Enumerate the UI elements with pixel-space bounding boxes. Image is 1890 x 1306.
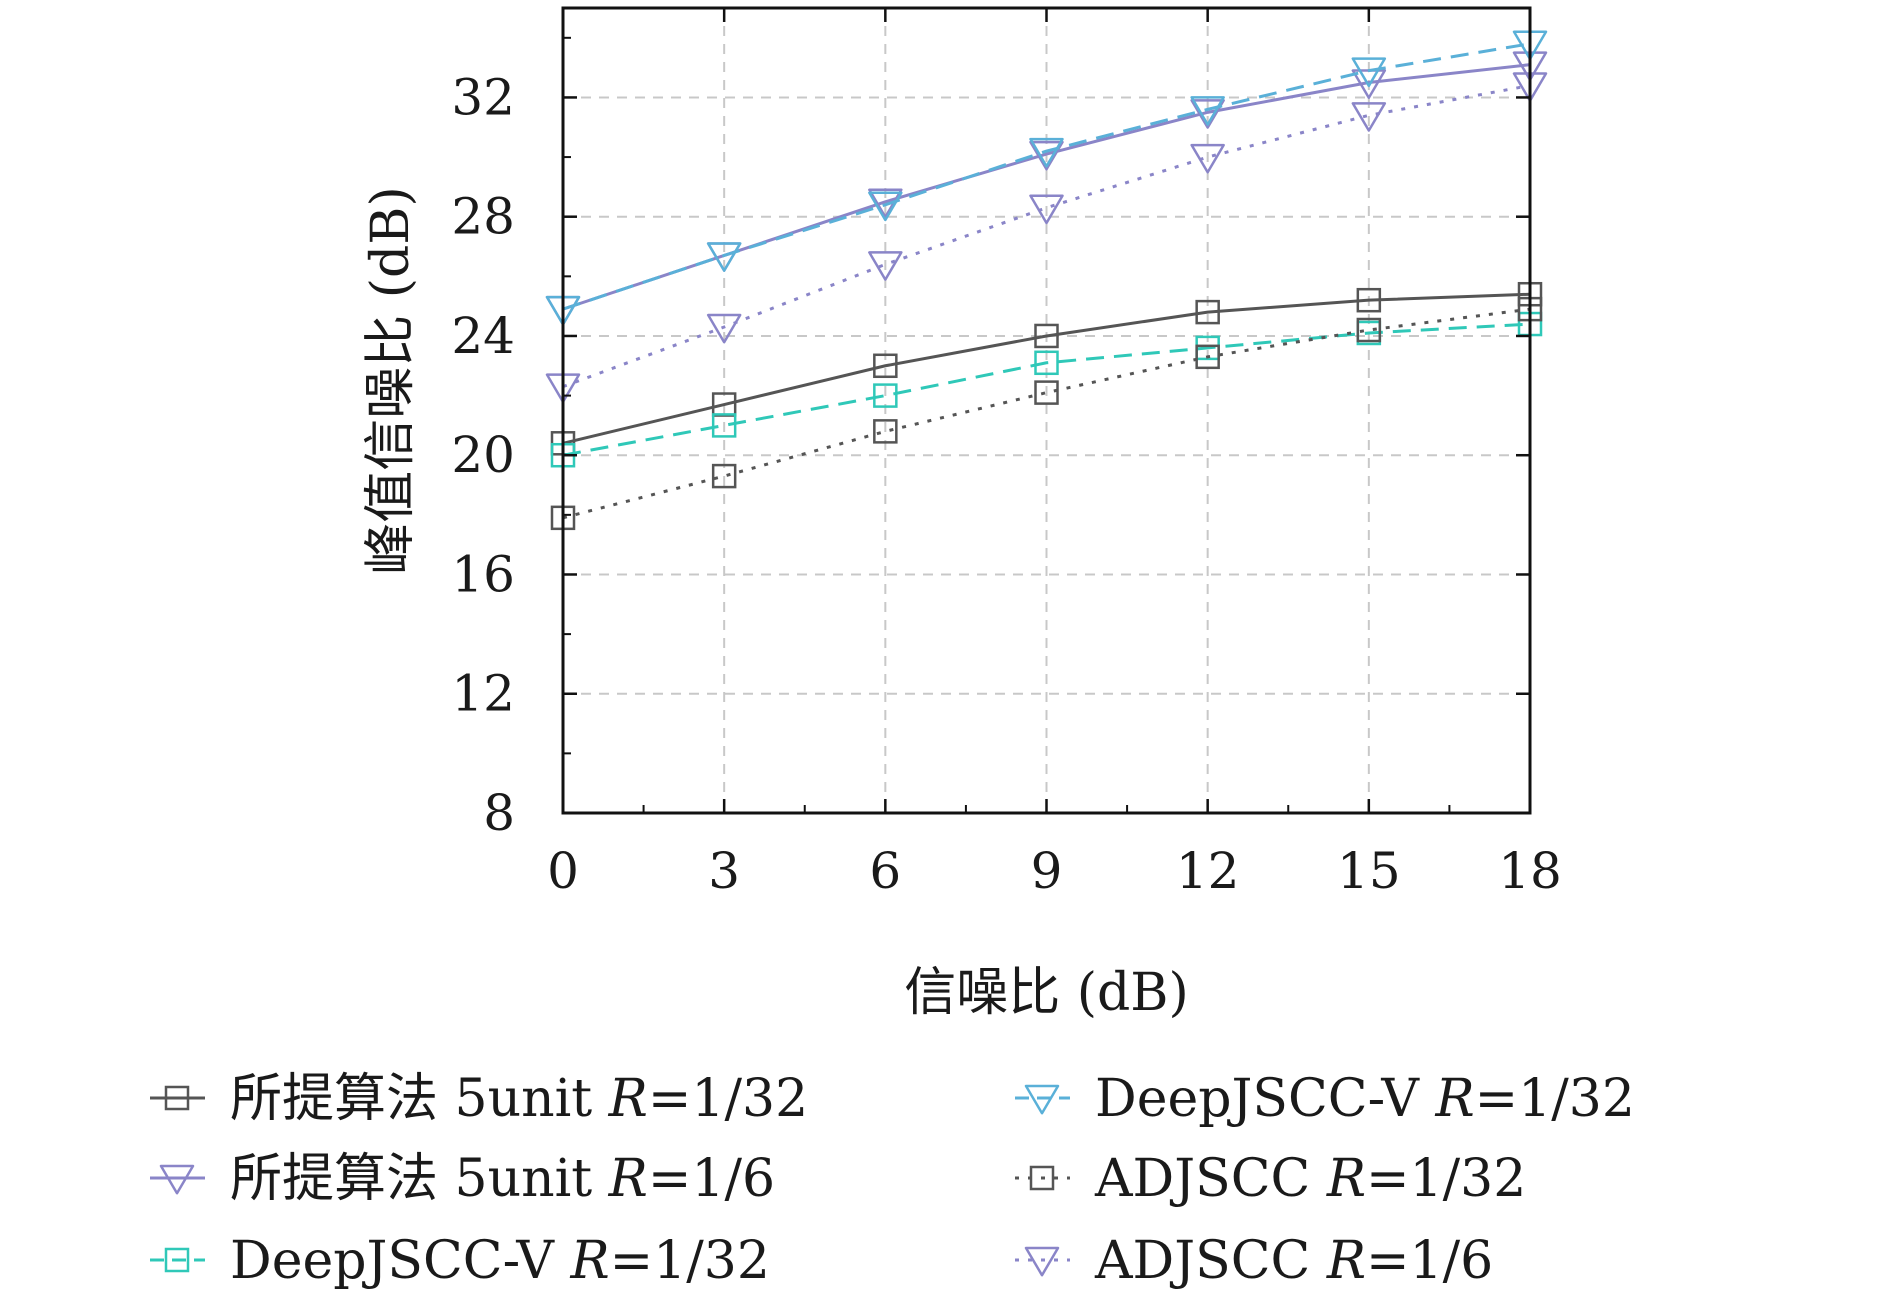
data-point xyxy=(1190,96,1225,126)
data-point xyxy=(1195,299,1220,325)
legend-label: ADJSCC R=1/32 xyxy=(1094,1149,1526,1209)
legend-label-prefix: 所提算法 5unit xyxy=(230,1149,609,1209)
data-point xyxy=(1351,102,1387,132)
series-line xyxy=(562,292,1531,445)
legend-swatch-marker xyxy=(164,1247,190,1273)
legend-label-r: R xyxy=(1326,1149,1366,1209)
legend-label: DeepJSCC-V R=1/32 xyxy=(1095,1069,1635,1129)
data-point xyxy=(1356,317,1382,343)
x-tick-label: 18 xyxy=(1498,842,1562,900)
legend-label: DeepJSCC-V R=1/32 xyxy=(230,1231,770,1291)
data-point xyxy=(706,242,742,272)
data-point xyxy=(1190,99,1225,129)
x-tick-label: 6 xyxy=(869,842,901,900)
x-tick-label: 9 xyxy=(1031,842,1063,900)
data-point xyxy=(1034,350,1059,376)
legend-label-prefix: DeepJSCC-V xyxy=(230,1231,570,1291)
legend-label-prefix: ADJSCC xyxy=(1094,1231,1327,1291)
y-tick-label: 28 xyxy=(451,188,515,246)
data-point xyxy=(711,413,737,438)
legend-label-ratio: =1/32 xyxy=(1475,1069,1635,1129)
data-point xyxy=(873,419,898,444)
legend-swatch-marker xyxy=(1029,1165,1055,1191)
data-point xyxy=(1029,137,1064,168)
series-1 xyxy=(550,281,1543,456)
legend-swatch-marker xyxy=(1024,1084,1060,1115)
legend-item-5: DeepJSCC-V R=1/32 xyxy=(150,1231,770,1291)
legend-swatch-marker xyxy=(164,1085,190,1111)
y-tick-label: 20 xyxy=(451,426,515,484)
legend-label-r: R xyxy=(608,1149,648,1209)
series-line xyxy=(562,42,1531,311)
legend-label-r: R xyxy=(1434,1069,1474,1129)
y-tick-label: 16 xyxy=(451,545,515,603)
data-point xyxy=(1351,57,1387,88)
data-point xyxy=(868,251,903,281)
legend-swatch-marker xyxy=(1024,1246,1060,1277)
series-layer xyxy=(545,30,1548,531)
series-line xyxy=(562,322,1531,457)
data-point xyxy=(706,313,742,344)
y-tick-label: 32 xyxy=(451,68,515,126)
legend-label: 所提算法 5unit R=1/6 xyxy=(230,1149,775,1209)
legend-item-6: ADJSCC R=1/6 xyxy=(1015,1231,1493,1291)
legend-item-3: 所提算法 5unit R=1/6 xyxy=(150,1149,775,1209)
legend-label-ratio: =1/6 xyxy=(648,1149,775,1209)
data-point xyxy=(711,463,737,489)
legend-swatch-marker xyxy=(159,1164,195,1195)
x-axis-label: 信噪比 (dB) xyxy=(904,963,1189,1023)
data-point xyxy=(1034,380,1059,405)
y-axis-label: 峰值信噪比 (dB) xyxy=(361,186,421,575)
legend-label-r: R xyxy=(569,1231,609,1291)
axes: 0 3 6 9 12 15 18 8 12 16 20 24 28 32 xyxy=(451,8,1562,900)
legend-label-r: R xyxy=(1326,1231,1366,1291)
grid-lines xyxy=(563,8,1530,813)
legend-item-1: 所提算法 5unit R=1/32 xyxy=(150,1069,808,1129)
series-line xyxy=(562,84,1531,389)
x-tick-label: 15 xyxy=(1337,842,1401,900)
data-point xyxy=(873,383,898,408)
legend-label-prefix: DeepJSCC-V xyxy=(1095,1069,1435,1129)
legend-label-ratio: =1/32 xyxy=(610,1231,770,1291)
y-tick-label: 8 xyxy=(483,784,515,842)
data-point xyxy=(873,353,898,379)
legend-item-4: ADJSCC R=1/32 xyxy=(1015,1149,1526,1209)
x-tick-label: 0 xyxy=(547,842,579,900)
data-point xyxy=(1195,344,1220,370)
data-point xyxy=(1029,140,1064,171)
legend-label-ratio: =1/32 xyxy=(1366,1149,1526,1209)
series-4 xyxy=(545,30,1548,326)
x-tick-label: 12 xyxy=(1176,842,1240,900)
x-tick-label: 3 xyxy=(708,842,740,900)
data-point xyxy=(1190,143,1225,174)
data-point xyxy=(1034,323,1059,349)
legend-label-ratio: =1/6 xyxy=(1366,1231,1493,1291)
y-tick-label: 24 xyxy=(451,307,515,365)
legend-label-ratio: =1/32 xyxy=(648,1069,808,1129)
data-point xyxy=(1029,194,1064,225)
legend-item-2: DeepJSCC-V R=1/32 xyxy=(1015,1069,1635,1129)
legend-label-r: R xyxy=(608,1069,648,1129)
series-6 xyxy=(545,72,1548,404)
data-point xyxy=(1356,287,1382,313)
legend-label-prefix: 所提算法 5unit xyxy=(230,1069,609,1129)
y-tick-label: 12 xyxy=(451,665,515,723)
data-point xyxy=(868,191,903,222)
legend-label: ADJSCC R=1/6 xyxy=(1094,1231,1493,1291)
legend-label-prefix: ADJSCC xyxy=(1094,1149,1327,1209)
legend-label: 所提算法 5unit R=1/32 xyxy=(230,1069,808,1129)
